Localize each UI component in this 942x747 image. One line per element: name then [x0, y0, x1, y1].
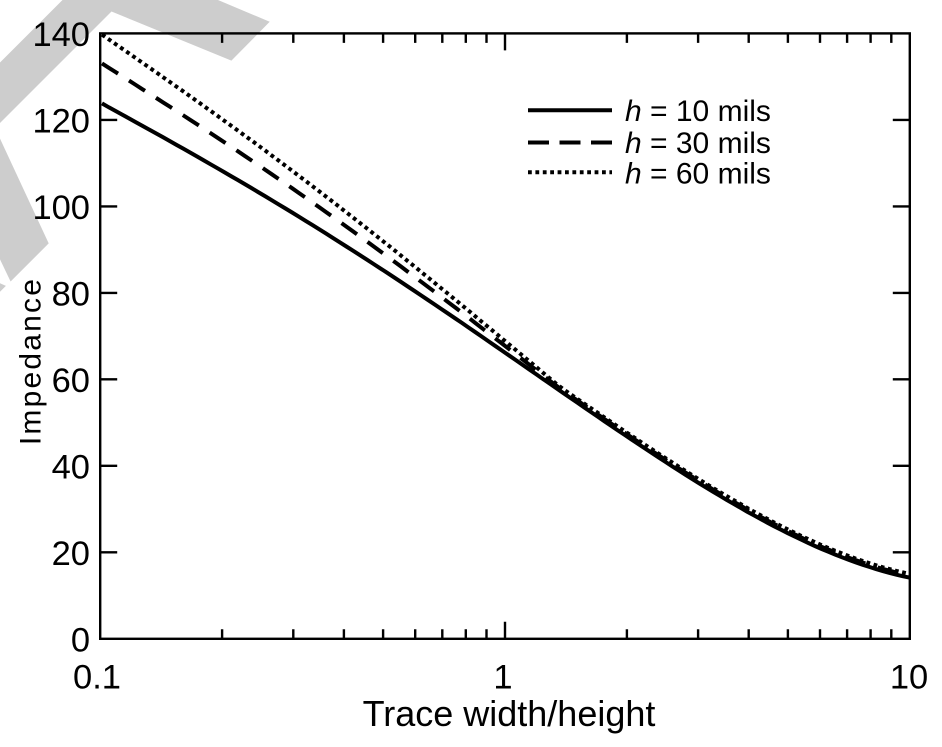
svg-text:40: 40: [52, 448, 90, 486]
svg-text:1: 1: [493, 659, 512, 697]
svg-text:h = 30 mils: h = 30 mils: [625, 127, 771, 160]
svg-text:10: 10: [890, 659, 928, 697]
svg-text:0.1: 0.1: [73, 659, 121, 697]
svg-text:120: 120: [32, 102, 90, 140]
svg-text:h = 10 mils: h = 10 mils: [625, 95, 771, 128]
svg-text:80: 80: [52, 275, 90, 313]
svg-text:Impedance: Impedance: [15, 277, 48, 445]
svg-text:Trace width/height: Trace width/height: [363, 693, 656, 734]
svg-text:h = 60 mils: h = 60 mils: [625, 158, 771, 191]
svg-text:60: 60: [52, 362, 90, 400]
svg-text:140: 140: [32, 16, 90, 54]
svg-text:100: 100: [32, 189, 90, 227]
svg-text:20: 20: [52, 535, 90, 573]
svg-text:0: 0: [71, 621, 90, 659]
